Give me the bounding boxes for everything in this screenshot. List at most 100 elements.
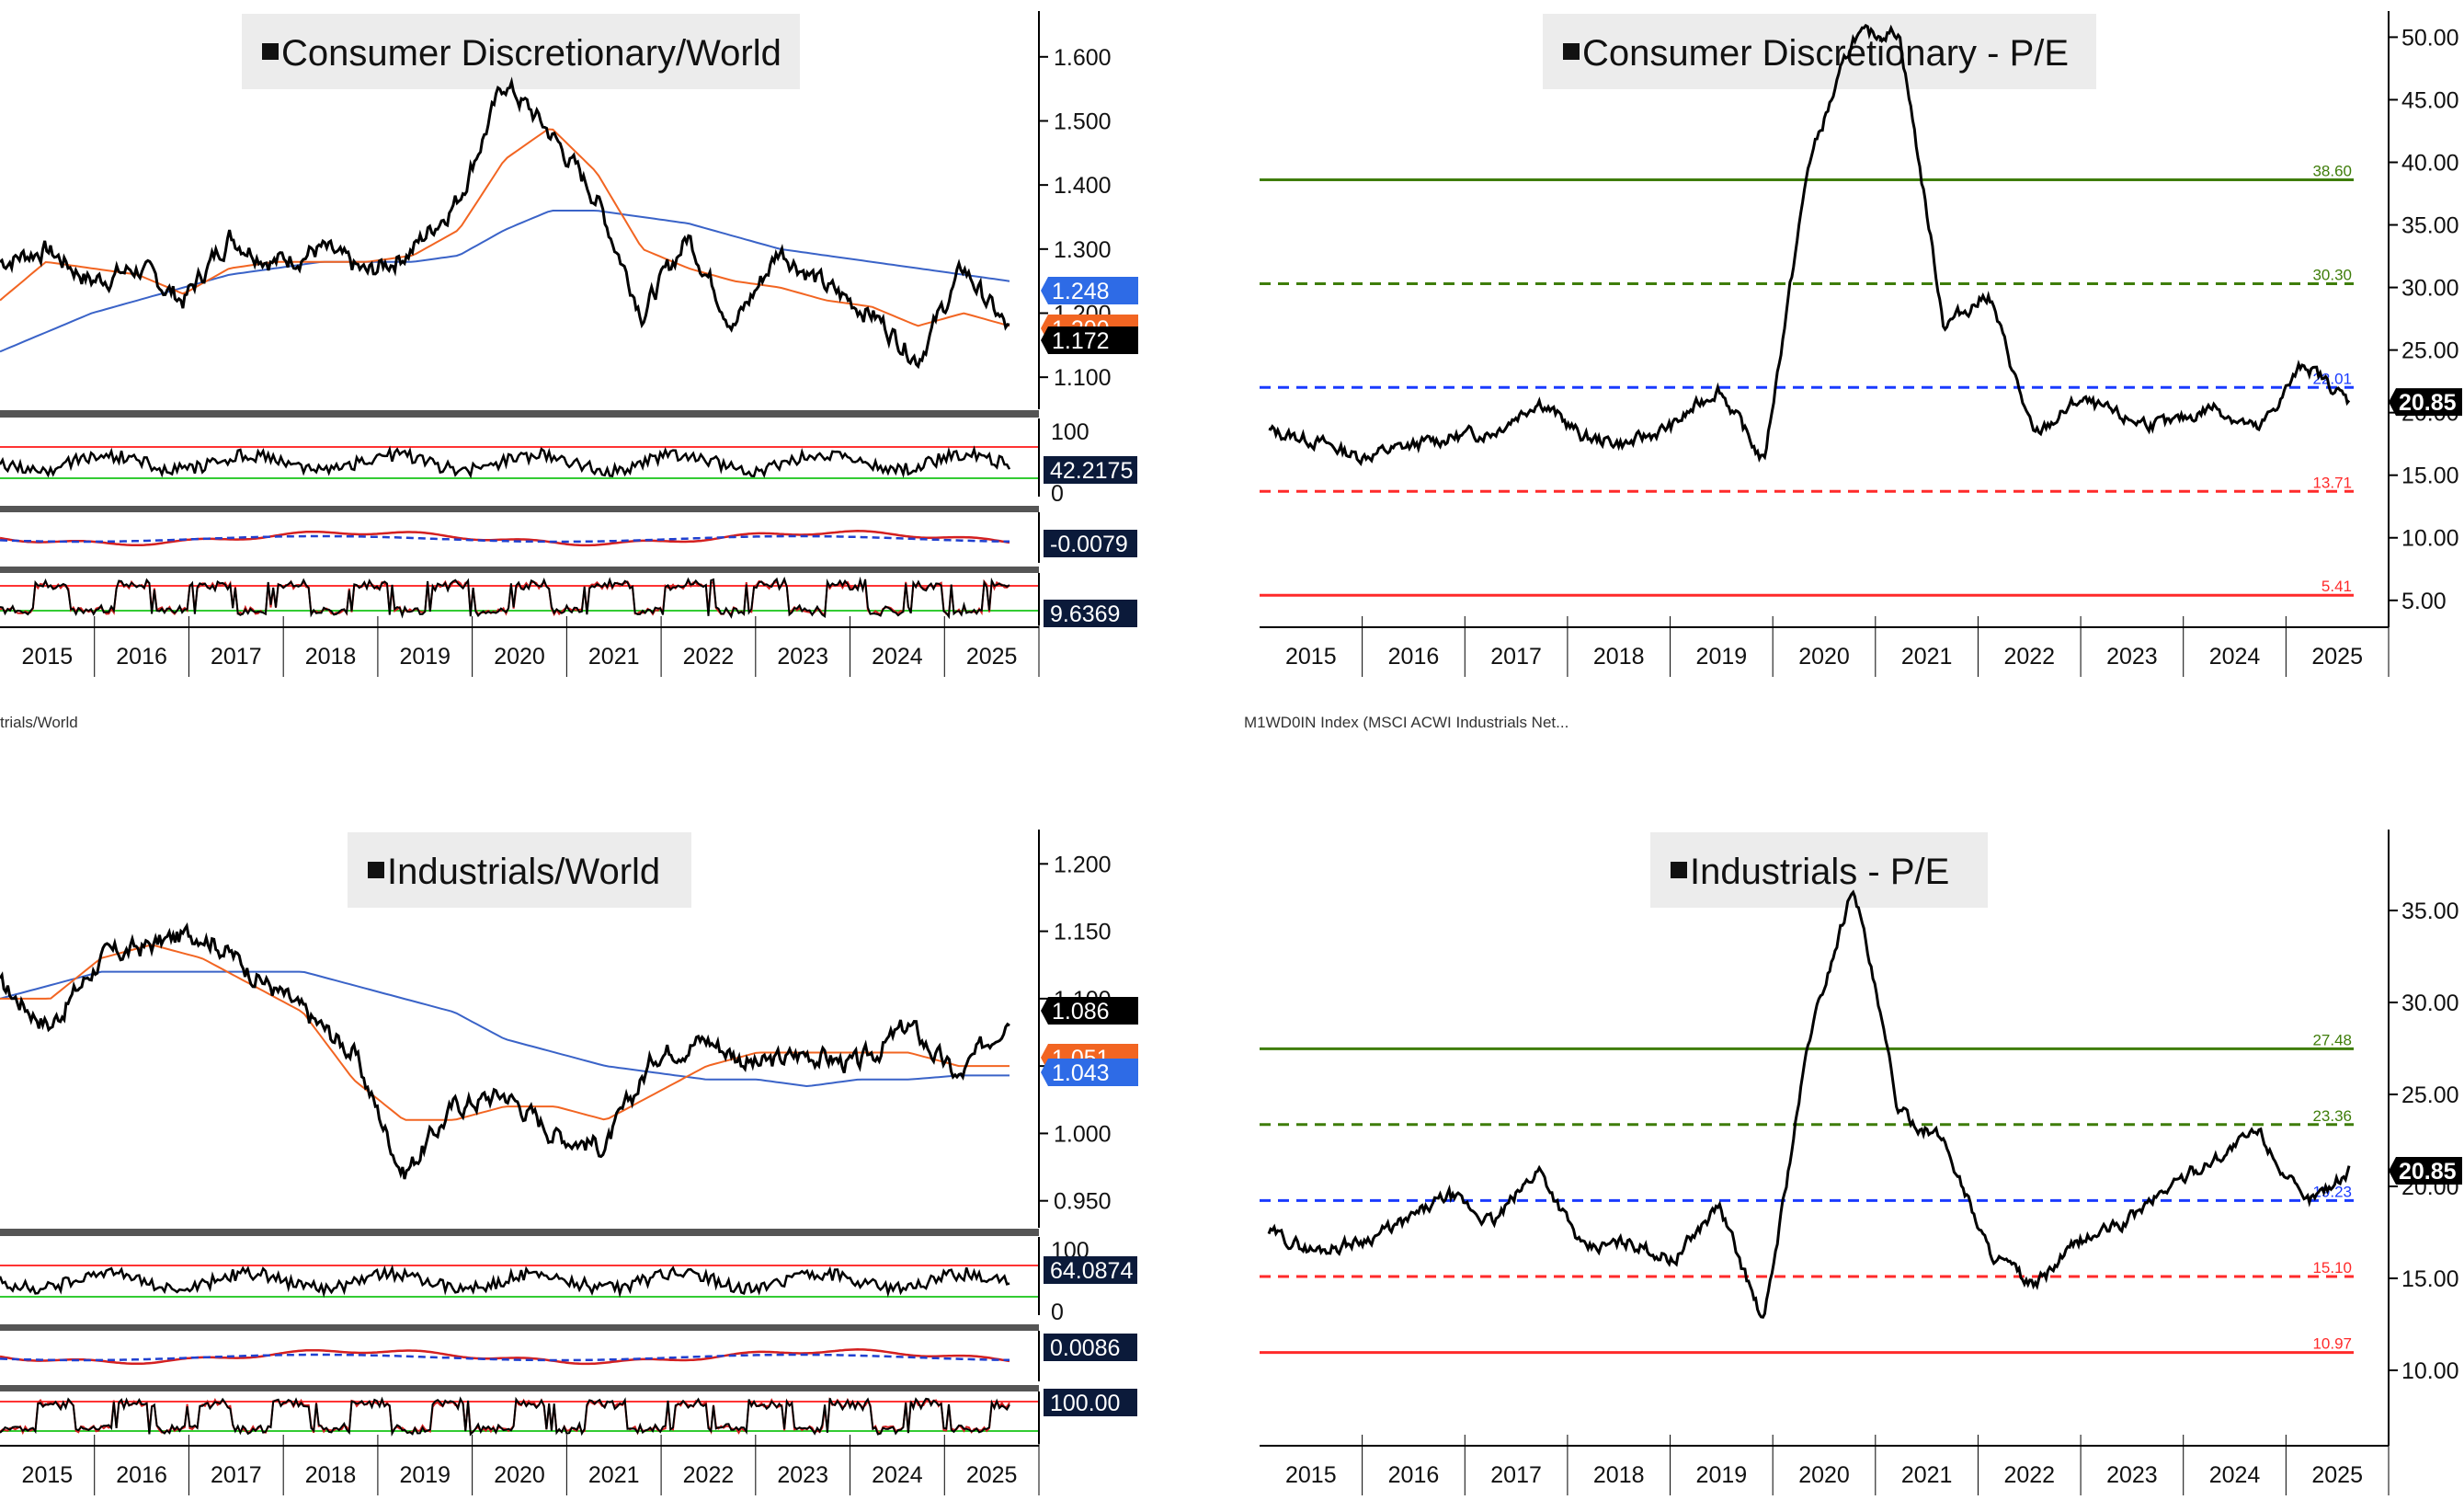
value-label-price: 1.172 bbox=[1052, 328, 1110, 354]
value-label-price: 20.85 bbox=[2399, 1159, 2457, 1185]
x-tick-label: 2016 bbox=[116, 644, 167, 670]
rsi-value-label: 64.0874 bbox=[1050, 1258, 1133, 1284]
x-tick-label: 2015 bbox=[22, 644, 74, 670]
y-tick-label: 15.00 bbox=[2401, 464, 2459, 489]
macd-value-label: -0.0079 bbox=[1050, 532, 1128, 557]
y-tick-label: 1.300 bbox=[1054, 237, 1112, 263]
chart-title: Industrials/World bbox=[387, 852, 660, 892]
value-label-tag bbox=[2389, 1157, 2462, 1185]
x-tick-label: 2023 bbox=[2106, 644, 2158, 670]
series-price bbox=[0, 922, 1010, 1180]
caption-left: trials/World bbox=[0, 714, 78, 731]
x-axis-ticks: 2015 2016 2017 2018 2019 2020 2021 2022 2023 2024… bbox=[22, 616, 1040, 677]
x-tick-label: 2023 bbox=[777, 1462, 828, 1488]
chart-title: Consumer Discretionary - P/E bbox=[1582, 33, 2069, 74]
band-label-minus2: 10.97 bbox=[2312, 1335, 2352, 1353]
x-tick-label: 2017 bbox=[1490, 1462, 1542, 1488]
value-label-tag bbox=[1041, 277, 1138, 304]
series-ma_long bbox=[0, 970, 1010, 1088]
x-tick-label: 2020 bbox=[494, 644, 545, 670]
y-tick-label: 5.00 bbox=[2401, 589, 2447, 614]
sub-panel-macd: -0.0079 bbox=[0, 506, 1137, 563]
value-label-ma_long: 1.043 bbox=[1052, 1060, 1110, 1086]
x-tick-label: 2023 bbox=[2106, 1462, 2158, 1488]
x-axis-ticks: 2015 2016 2017 2018 2019 2020 2021 2022 2023 2024… bbox=[1285, 616, 2390, 677]
x-tick-label: 2018 bbox=[305, 1462, 357, 1488]
band-label-minus1: 15.10 bbox=[2312, 1259, 2352, 1277]
value-labels: 20.85 bbox=[2389, 388, 2462, 417]
x-tick-label: 2016 bbox=[1388, 1462, 1440, 1488]
x-tick-label: 2016 bbox=[1388, 644, 1440, 670]
rsi-level-0: 0 bbox=[1051, 1300, 1064, 1325]
title-box: Industrials - P/E bbox=[1650, 832, 1988, 908]
y-tick-label: 30.00 bbox=[2401, 990, 2459, 1016]
x-tick-label: 2021 bbox=[588, 644, 640, 670]
y-tick-label: 1.600 bbox=[1054, 45, 1112, 71]
x-tick-label: 2025 bbox=[2311, 644, 2363, 670]
caption-right: M1WD0IN Index (MSCI ACWI Industrials Net… bbox=[1244, 714, 1569, 731]
y-tick-label: 1.500 bbox=[1054, 109, 1112, 134]
chart-industrials-pe: Industrials - P/E 27.4823.3619.2315.1010… bbox=[1260, 830, 2462, 1495]
x-axis-ticks: 2015 2016 2017 2018 2019 2020 2021 2022 2023 2024… bbox=[22, 1435, 1040, 1495]
x-axis-ticks: 2015 2016 2017 2018 2019 2020 2021 2022 2023 2024… bbox=[1285, 1435, 2390, 1495]
rsi-level-0: 0 bbox=[1051, 481, 1064, 507]
y-axis-ticks: 50.0045.0040.0035.0030.0025.0020.0015.00… bbox=[2389, 25, 2459, 614]
x-tick-label: 2015 bbox=[22, 1462, 74, 1488]
x-tick-label: 2020 bbox=[1798, 1462, 1850, 1488]
x-tick-label: 2019 bbox=[1696, 644, 1748, 670]
band-label-plus1: 30.30 bbox=[2312, 266, 2352, 283]
y-tick-label: 10.00 bbox=[2401, 1358, 2459, 1384]
y-tick-label: 25.00 bbox=[2401, 338, 2459, 364]
y-tick-label: 30.00 bbox=[2401, 276, 2459, 302]
y-tick-label: 35.00 bbox=[2401, 213, 2459, 239]
y-tick-label: 50.00 bbox=[2401, 25, 2459, 51]
band-label-plus1: 23.36 bbox=[2312, 1107, 2352, 1125]
plot-lines bbox=[1267, 889, 2351, 1319]
series-ma_short bbox=[0, 944, 1010, 1121]
x-tick-label: 2017 bbox=[1490, 644, 1542, 670]
title-box: Industrials/World bbox=[348, 832, 691, 908]
x-tick-label: 2025 bbox=[966, 644, 1018, 670]
series-ma_long bbox=[0, 210, 1010, 353]
value-label-price: 20.85 bbox=[2399, 390, 2457, 416]
x-tick-label: 2016 bbox=[116, 1462, 167, 1488]
x-tick-label: 2024 bbox=[2209, 1462, 2261, 1488]
x-tick-label: 2022 bbox=[683, 1462, 735, 1488]
y-tick-label: 1.200 bbox=[1054, 852, 1112, 877]
x-tick-label: 2024 bbox=[2209, 644, 2261, 670]
plot-lines bbox=[1268, 23, 2351, 466]
value-label-price: 1.086 bbox=[1052, 999, 1110, 1025]
y-tick-label: 25.00 bbox=[2401, 1082, 2459, 1108]
value-label-tag bbox=[2389, 388, 2462, 417]
x-tick-label: 2019 bbox=[399, 644, 451, 670]
plot-lines bbox=[0, 76, 1010, 370]
x-tick-label: 2019 bbox=[1696, 1462, 1748, 1488]
x-tick-label: 2024 bbox=[872, 644, 923, 670]
y-tick-label: 1.100 bbox=[1054, 365, 1112, 391]
value-label-tag bbox=[1041, 1059, 1138, 1086]
x-tick-label: 2023 bbox=[777, 644, 828, 670]
rsi-value-label: 42.2175 bbox=[1050, 458, 1133, 484]
title-box: Consumer Discretionary/World bbox=[242, 14, 800, 89]
y-tick-label: 35.00 bbox=[2401, 899, 2459, 924]
sub-panel-stochastic: 100.00 bbox=[0, 1385, 1137, 1444]
chart-title: Industrials - P/E bbox=[1690, 852, 1949, 892]
x-tick-label: 2021 bbox=[588, 1462, 640, 1488]
sub-panel-rsi: 100 0 64.0874 bbox=[0, 1229, 1137, 1325]
title-box: Consumer Discretionary - P/E bbox=[1543, 14, 2096, 89]
band-label-minus2: 5.41 bbox=[2321, 578, 2352, 595]
series-price bbox=[0, 76, 1010, 370]
chart-consumer-discretionary-world: Consumer Discretionary/World 1.600 1.500 1… bbox=[0, 11, 1138, 677]
valuation-bands: 38.60 30.30 22.01 13.71 5.41 bbox=[1260, 163, 2354, 597]
y-tick-label: 45.00 bbox=[2401, 87, 2459, 113]
series-price bbox=[1268, 23, 2351, 466]
chart-consumer-discretionary-pe: Consumer Discretionary - P/E 38.60 30.30 2… bbox=[1260, 11, 2462, 677]
band-label-mean: 22.01 bbox=[2312, 370, 2352, 387]
y-tick-label: 10.00 bbox=[2401, 526, 2459, 552]
macd-value-label: 0.0086 bbox=[1050, 1335, 1120, 1361]
band-label-plus2: 27.48 bbox=[2312, 1031, 2352, 1048]
x-tick-label: 2019 bbox=[399, 1462, 451, 1488]
x-tick-label: 2017 bbox=[211, 1462, 262, 1488]
